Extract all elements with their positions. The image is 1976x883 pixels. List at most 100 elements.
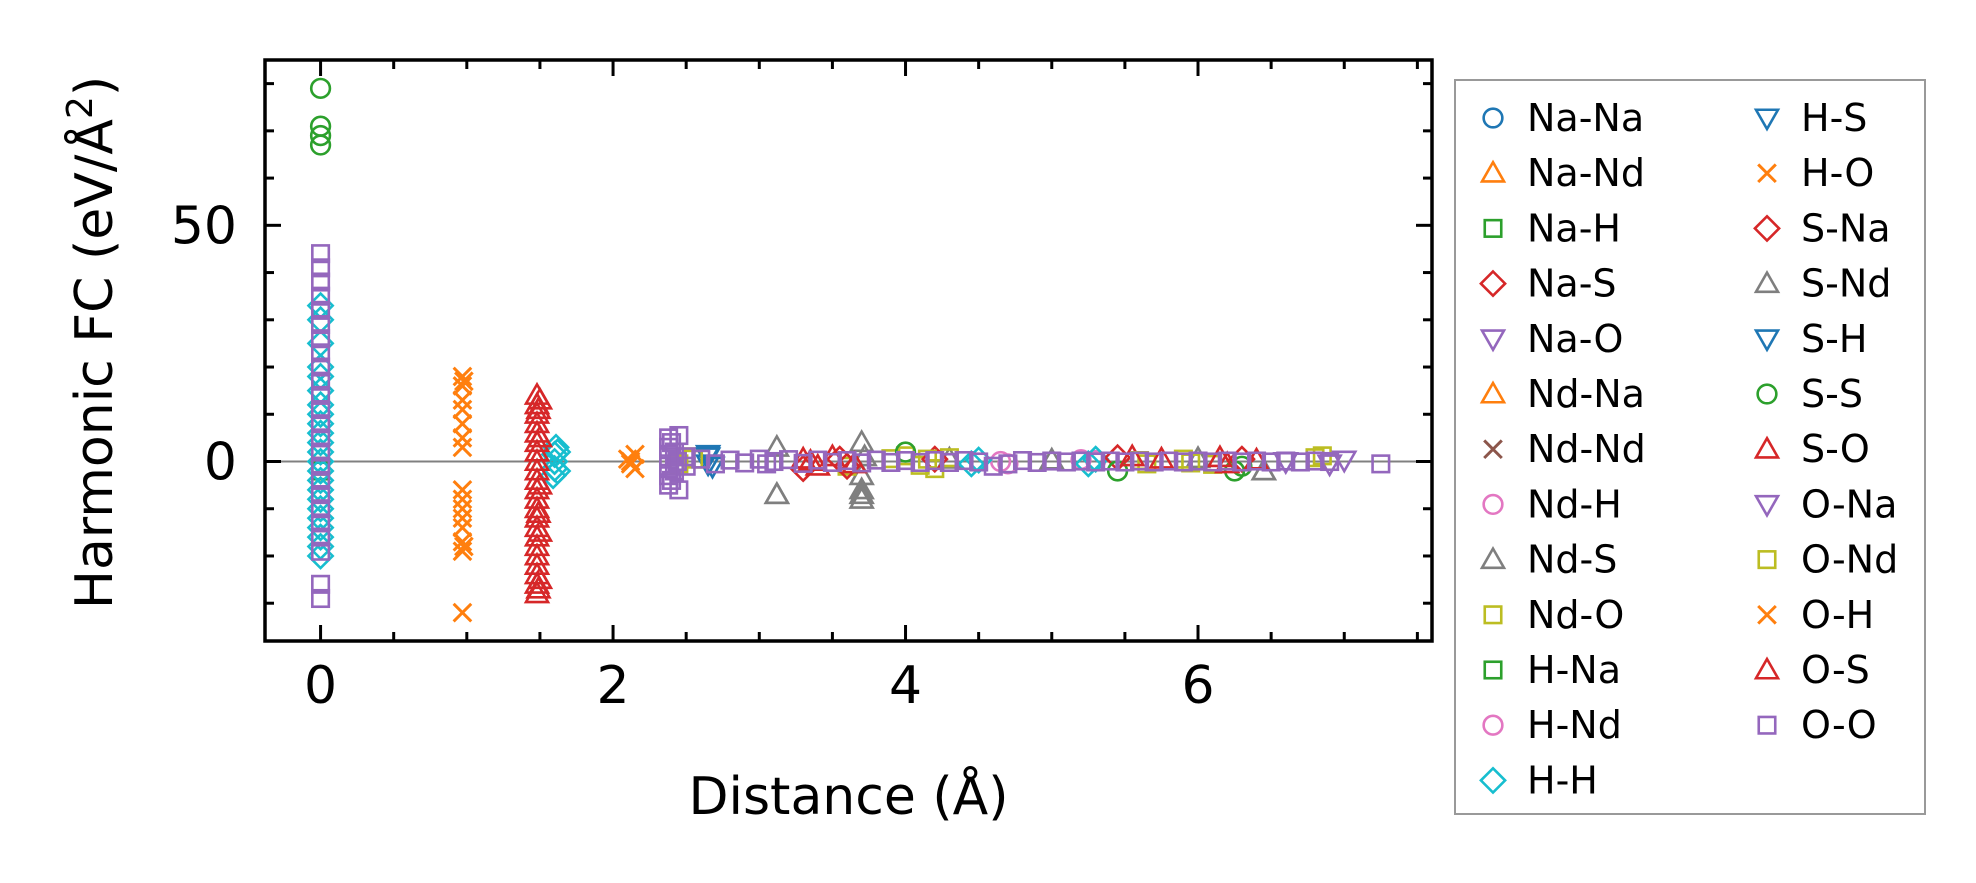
legend-label: O-H [1801, 593, 1874, 637]
legend-label: H-Nd [1527, 703, 1622, 747]
data-point-o-o [998, 454, 1018, 474]
legend-label: Nd-O [1527, 593, 1624, 637]
data-point-o-o [1086, 452, 1106, 472]
legend-label: Na-O [1527, 317, 1623, 361]
data-point-o-o [1217, 451, 1237, 471]
data-point-nd-s [763, 433, 791, 457]
legend-entry: H-Nd [1482, 703, 1622, 747]
x-tick-label: 4 [889, 656, 922, 716]
data-point-o-o [311, 428, 331, 448]
data-point-o-o [311, 470, 331, 490]
data-point-s-nd [848, 480, 875, 505]
data-point-o-o [311, 541, 331, 561]
legend-marker-na-s [1479, 269, 1507, 298]
data-point-o-h [620, 451, 641, 472]
data-point-o-o [1056, 452, 1076, 472]
data-point-o-o [311, 385, 331, 405]
data-point-o-o [1144, 452, 1164, 472]
legend-marker-h-s [1753, 108, 1781, 132]
data-point-o-o [822, 452, 842, 472]
y-tick-label: 50 [171, 196, 237, 256]
legend-label: S-S [1801, 372, 1863, 416]
legend-marker-na-h [1483, 218, 1503, 238]
legend-label: O-Nd [1801, 538, 1898, 582]
data-point-o-o [1159, 451, 1179, 471]
data-point-o-o [1100, 451, 1120, 471]
data-point-h-o [452, 366, 473, 387]
legend-entry: H-S [1753, 96, 1867, 140]
data-point-o-o [1276, 451, 1296, 471]
data-point-s-o [526, 471, 554, 495]
data-point-o-o [1129, 451, 1150, 471]
legend-entry: Nd-Na [1479, 372, 1645, 416]
legend-marker-nd-s [1479, 545, 1507, 570]
legend-label: Nd-Na [1527, 372, 1645, 416]
y-axis-label: Harmonic FC (eV/Å2) [60, 76, 125, 609]
data-point-o-o [866, 450, 886, 470]
legend-entry: H-O [1757, 151, 1874, 195]
data-point-h-o [452, 437, 473, 458]
data-point-o-o [311, 357, 331, 377]
legend-entry: S-H [1753, 317, 1867, 361]
data-point-o-o [808, 450, 828, 470]
legend-entry: Na-H [1483, 206, 1621, 250]
data-point-o-o [1027, 452, 1047, 472]
data-point-o-o [311, 371, 331, 391]
data-point-o-o [311, 343, 331, 363]
data-point-o-o [1012, 451, 1033, 471]
legend-label: S-Nd [1801, 262, 1891, 306]
legend-marker-s-s [1756, 383, 1778, 405]
data-point-h-o [452, 390, 473, 410]
data-point-o-o [669, 480, 689, 500]
legend-label: Na-Na [1527, 96, 1644, 140]
legend-label: O-O [1801, 703, 1877, 747]
legend-entry: O-S [1753, 648, 1870, 692]
data-point-o-o [735, 453, 755, 473]
data-point-s-o [526, 565, 554, 590]
legend-label: Na-H [1527, 206, 1621, 250]
data-point-h-o [452, 428, 473, 448]
data-point-o-o [311, 286, 331, 306]
data-point-o-o [1188, 451, 1208, 471]
legend-marker-na-na [1482, 107, 1504, 129]
data-point-o-o [691, 449, 711, 469]
legend-marker-nd-o [1483, 605, 1503, 625]
legend-label: Na-S [1527, 262, 1617, 306]
data-point-o-o [1203, 452, 1223, 472]
legend: Na-Na Na-Nd Na-H Na-S Na-O Nd-Na Nd-Nd Nd-H Nd-S… [1454, 79, 1926, 815]
data-point-s-s [309, 124, 332, 147]
legend-marker-nd-h [1482, 493, 1504, 516]
axes-layer: 0 2 4 6 0 50 Distance (Å) Harmonic FC (eV/Å2) [60, 58, 1434, 827]
data-point-h-o [452, 498, 473, 519]
data-point-o-o [1290, 452, 1310, 472]
data-point-o-o [881, 452, 901, 472]
data-point-o-o [925, 451, 945, 471]
data-point-o-o [311, 527, 331, 547]
data-point-o-h [454, 371, 474, 392]
data-point-o-o [311, 588, 331, 609]
data-point-o-s [525, 575, 552, 599]
data-point-h-o [452, 479, 473, 500]
data-point-o-o [311, 442, 331, 462]
data-point-o-s [525, 395, 552, 420]
data-point-h-o [452, 413, 473, 434]
data-points [265, 77, 1432, 623]
data-point-o-o [954, 451, 974, 471]
data-point-h-o [452, 541, 473, 562]
data-point-o-o [1115, 452, 1135, 472]
legend-entry: Nd-S [1479, 538, 1617, 582]
legend-label: H-H [1527, 758, 1598, 802]
data-point-o-o [793, 453, 813, 473]
data-point-nd-s [763, 480, 791, 505]
data-point-h-o [452, 489, 473, 510]
data-point-o-o [969, 452, 989, 472]
data-point-o-o [311, 574, 331, 594]
legend-marker-s-h [1753, 329, 1781, 353]
data-point-o-o [983, 456, 1003, 476]
legend-marker-o-s [1753, 656, 1781, 680]
data-point-o-s [525, 499, 552, 524]
y-tick-label: 0 [204, 433, 237, 493]
data-point-o-o [311, 513, 331, 533]
legend-marker-nd-na [1479, 380, 1507, 404]
legend-entry: S-Nd [1753, 262, 1891, 306]
